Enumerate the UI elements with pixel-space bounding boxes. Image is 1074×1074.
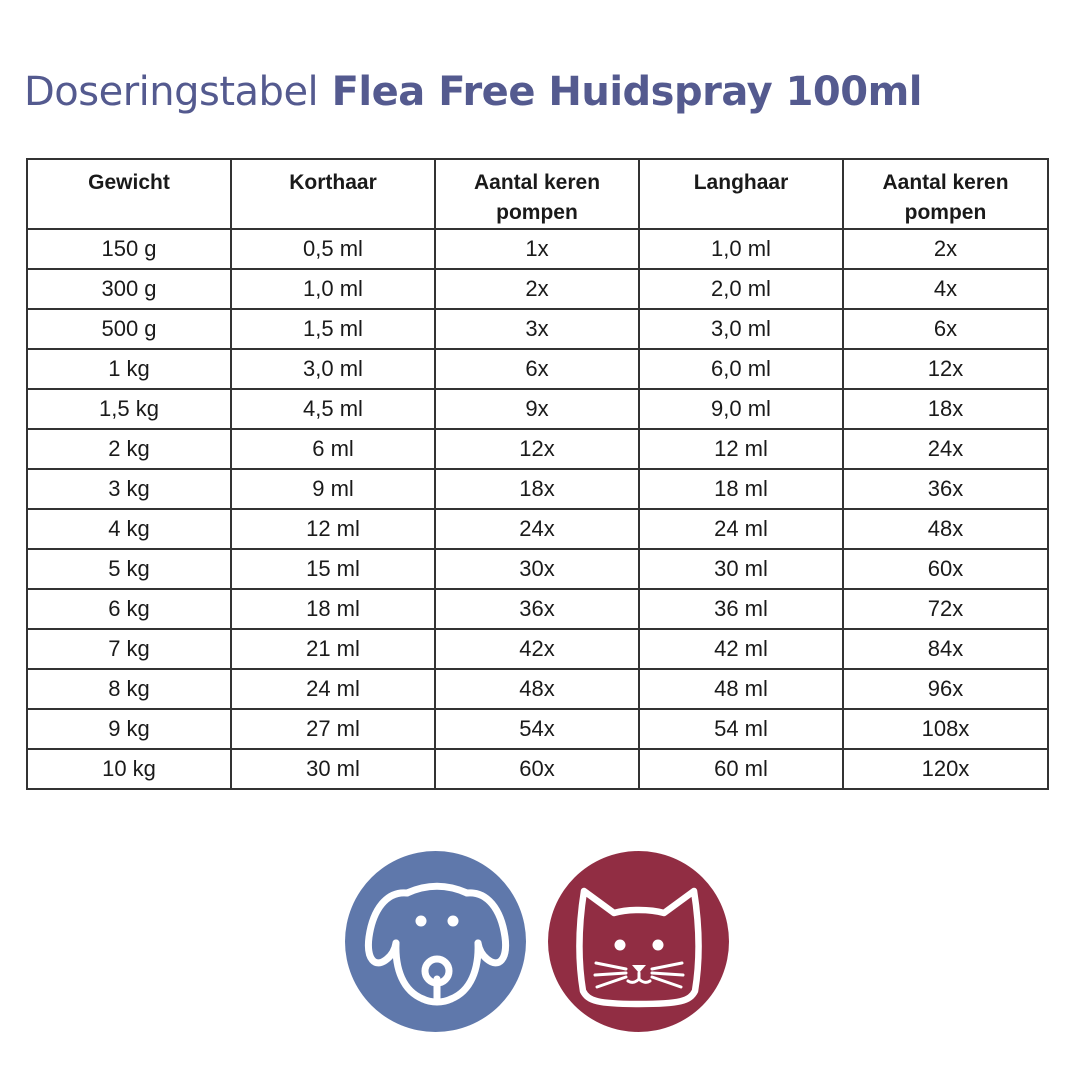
cell-short-hair-ml: 30 ml [230, 748, 436, 790]
cell-short-hair-pumps: 54x [434, 708, 640, 750]
cell-long-hair-ml: 3,0 ml [638, 308, 844, 350]
cell-weight: 300 g [26, 268, 232, 310]
header-pumps-long: Aantal keren pompen [842, 158, 1049, 230]
cell-short-hair-pumps: 18x [434, 468, 640, 510]
cell-weight: 150 g [26, 228, 232, 270]
cell-long-hair-pumps: 72x [842, 588, 1049, 630]
cell-long-hair-ml: 12 ml [638, 428, 844, 470]
cell-short-hair-pumps: 24x [434, 508, 640, 550]
cell-long-hair-ml: 9,0 ml [638, 388, 844, 430]
header-long-hair: Langhaar [638, 158, 844, 230]
cell-short-hair-ml: 12 ml [230, 508, 436, 550]
cell-long-hair-pumps: 2x [842, 228, 1049, 270]
cell-short-hair-pumps: 1x [434, 228, 640, 270]
cell-short-hair-ml: 18 ml [230, 588, 436, 630]
table-row: 4 kg 12 ml 24x 24 ml 48x [26, 508, 1049, 550]
cell-long-hair-pumps: 18x [842, 388, 1049, 430]
cell-long-hair-ml: 54 ml [638, 708, 844, 750]
cell-weight: 1 kg [26, 348, 232, 390]
table-header-row: Gewicht Korthaar Aantal keren pompen Lan… [26, 158, 1049, 230]
cell-weight: 7 kg [26, 628, 232, 670]
cell-weight: 500 g [26, 308, 232, 350]
cell-short-hair-pumps: 6x [434, 348, 640, 390]
cat-icon [548, 851, 729, 1032]
table-row: 10 kg 30 ml 60x 60 ml 120x [26, 748, 1049, 790]
table-row: 7 kg 21 ml 42x 42 ml 84x [26, 628, 1049, 670]
cell-short-hair-ml: 21 ml [230, 628, 436, 670]
header-short-hair: Korthaar [230, 158, 436, 230]
table-row: 9 kg 27 ml 54x 54 ml 108x [26, 708, 1049, 750]
title-prefix: Doseringstabel [24, 69, 319, 115]
cell-long-hair-ml: 42 ml [638, 628, 844, 670]
header-weight: Gewicht [26, 158, 232, 230]
cell-short-hair-pumps: 12x [434, 428, 640, 470]
table-row: 1,5 kg 4,5 ml 9x 9,0 ml 18x [26, 388, 1049, 430]
header-pumps-short: Aantal keren pompen [434, 158, 640, 230]
cell-long-hair-ml: 18 ml [638, 468, 844, 510]
cell-long-hair-ml: 24 ml [638, 508, 844, 550]
table-row: 150 g 0,5 ml 1x 1,0 ml 2x [26, 228, 1049, 270]
dog-icon [345, 851, 526, 1032]
cell-short-hair-pumps: 42x [434, 628, 640, 670]
cell-short-hair-pumps: 3x [434, 308, 640, 350]
cell-short-hair-pumps: 2x [434, 268, 640, 310]
cell-long-hair-pumps: 84x [842, 628, 1049, 670]
cell-short-hair-ml: 27 ml [230, 708, 436, 750]
cell-long-hair-pumps: 108x [842, 708, 1049, 750]
cell-long-hair-pumps: 120x [842, 748, 1049, 790]
cell-long-hair-pumps: 60x [842, 548, 1049, 590]
cell-short-hair-pumps: 9x [434, 388, 640, 430]
cell-weight: 6 kg [26, 588, 232, 630]
cell-long-hair-pumps: 36x [842, 468, 1049, 510]
cell-short-hair-ml: 1,0 ml [230, 268, 436, 310]
cell-long-hair-pumps: 4x [842, 268, 1049, 310]
cell-short-hair-ml: 6 ml [230, 428, 436, 470]
cell-short-hair-pumps: 30x [434, 548, 640, 590]
cell-long-hair-ml: 1,0 ml [638, 228, 844, 270]
page-title: Doseringstabel Flea Free Huidspray 100ml [24, 62, 1054, 122]
cell-long-hair-pumps: 24x [842, 428, 1049, 470]
cell-short-hair-ml: 4,5 ml [230, 388, 436, 430]
cell-short-hair-ml: 1,5 ml [230, 308, 436, 350]
cell-weight: 10 kg [26, 748, 232, 790]
cell-short-hair-pumps: 36x [434, 588, 640, 630]
cell-long-hair-ml: 60 ml [638, 748, 844, 790]
title-product: Flea Free Huidspray 100ml [331, 69, 923, 115]
cell-long-hair-ml: 2,0 ml [638, 268, 844, 310]
dosage-table: Gewicht Korthaar Aantal keren pompen Lan… [26, 158, 1049, 790]
cell-weight: 5 kg [26, 548, 232, 590]
cell-long-hair-pumps: 48x [842, 508, 1049, 550]
table-row: 300 g 1,0 ml 2x 2,0 ml 4x [26, 268, 1049, 310]
cell-weight: 2 kg [26, 428, 232, 470]
cell-weight: 3 kg [26, 468, 232, 510]
cell-short-hair-ml: 24 ml [230, 668, 436, 710]
cell-short-hair-pumps: 48x [434, 668, 640, 710]
cell-long-hair-ml: 6,0 ml [638, 348, 844, 390]
table-row: 1 kg 3,0 ml 6x 6,0 ml 12x [26, 348, 1049, 390]
cell-short-hair-ml: 15 ml [230, 548, 436, 590]
table-row: 6 kg 18 ml 36x 36 ml 72x [26, 588, 1049, 630]
cell-long-hair-pumps: 12x [842, 348, 1049, 390]
cell-weight: 8 kg [26, 668, 232, 710]
cell-weight: 9 kg [26, 708, 232, 750]
table-row: 2 kg 6 ml 12x 12 ml 24x [26, 428, 1049, 470]
table-body: 150 g 0,5 ml 1x 1,0 ml 2x 300 g 1,0 ml 2x 2,0 ml… [26, 228, 1049, 790]
cell-long-hair-pumps: 6x [842, 308, 1049, 350]
cell-long-hair-ml: 36 ml [638, 588, 844, 630]
table-row: 3 kg 9 ml 18x 18 ml 36x [26, 468, 1049, 510]
cell-long-hair-ml: 48 ml [638, 668, 844, 710]
cell-short-hair-ml: 9 ml [230, 468, 436, 510]
cell-short-hair-pumps: 60x [434, 748, 640, 790]
cell-weight: 4 kg [26, 508, 232, 550]
cell-long-hair-ml: 30 ml [638, 548, 844, 590]
cell-weight: 1,5 kg [26, 388, 232, 430]
table-row: 500 g 1,5 ml 3x 3,0 ml 6x [26, 308, 1049, 350]
cell-short-hair-ml: 3,0 ml [230, 348, 436, 390]
animal-icons [345, 851, 730, 1033]
table-row: 5 kg 15 ml 30x 30 ml 60x [26, 548, 1049, 590]
cell-short-hair-ml: 0,5 ml [230, 228, 436, 270]
cell-long-hair-pumps: 96x [842, 668, 1049, 710]
table-row: 8 kg 24 ml 48x 48 ml 96x [26, 668, 1049, 710]
